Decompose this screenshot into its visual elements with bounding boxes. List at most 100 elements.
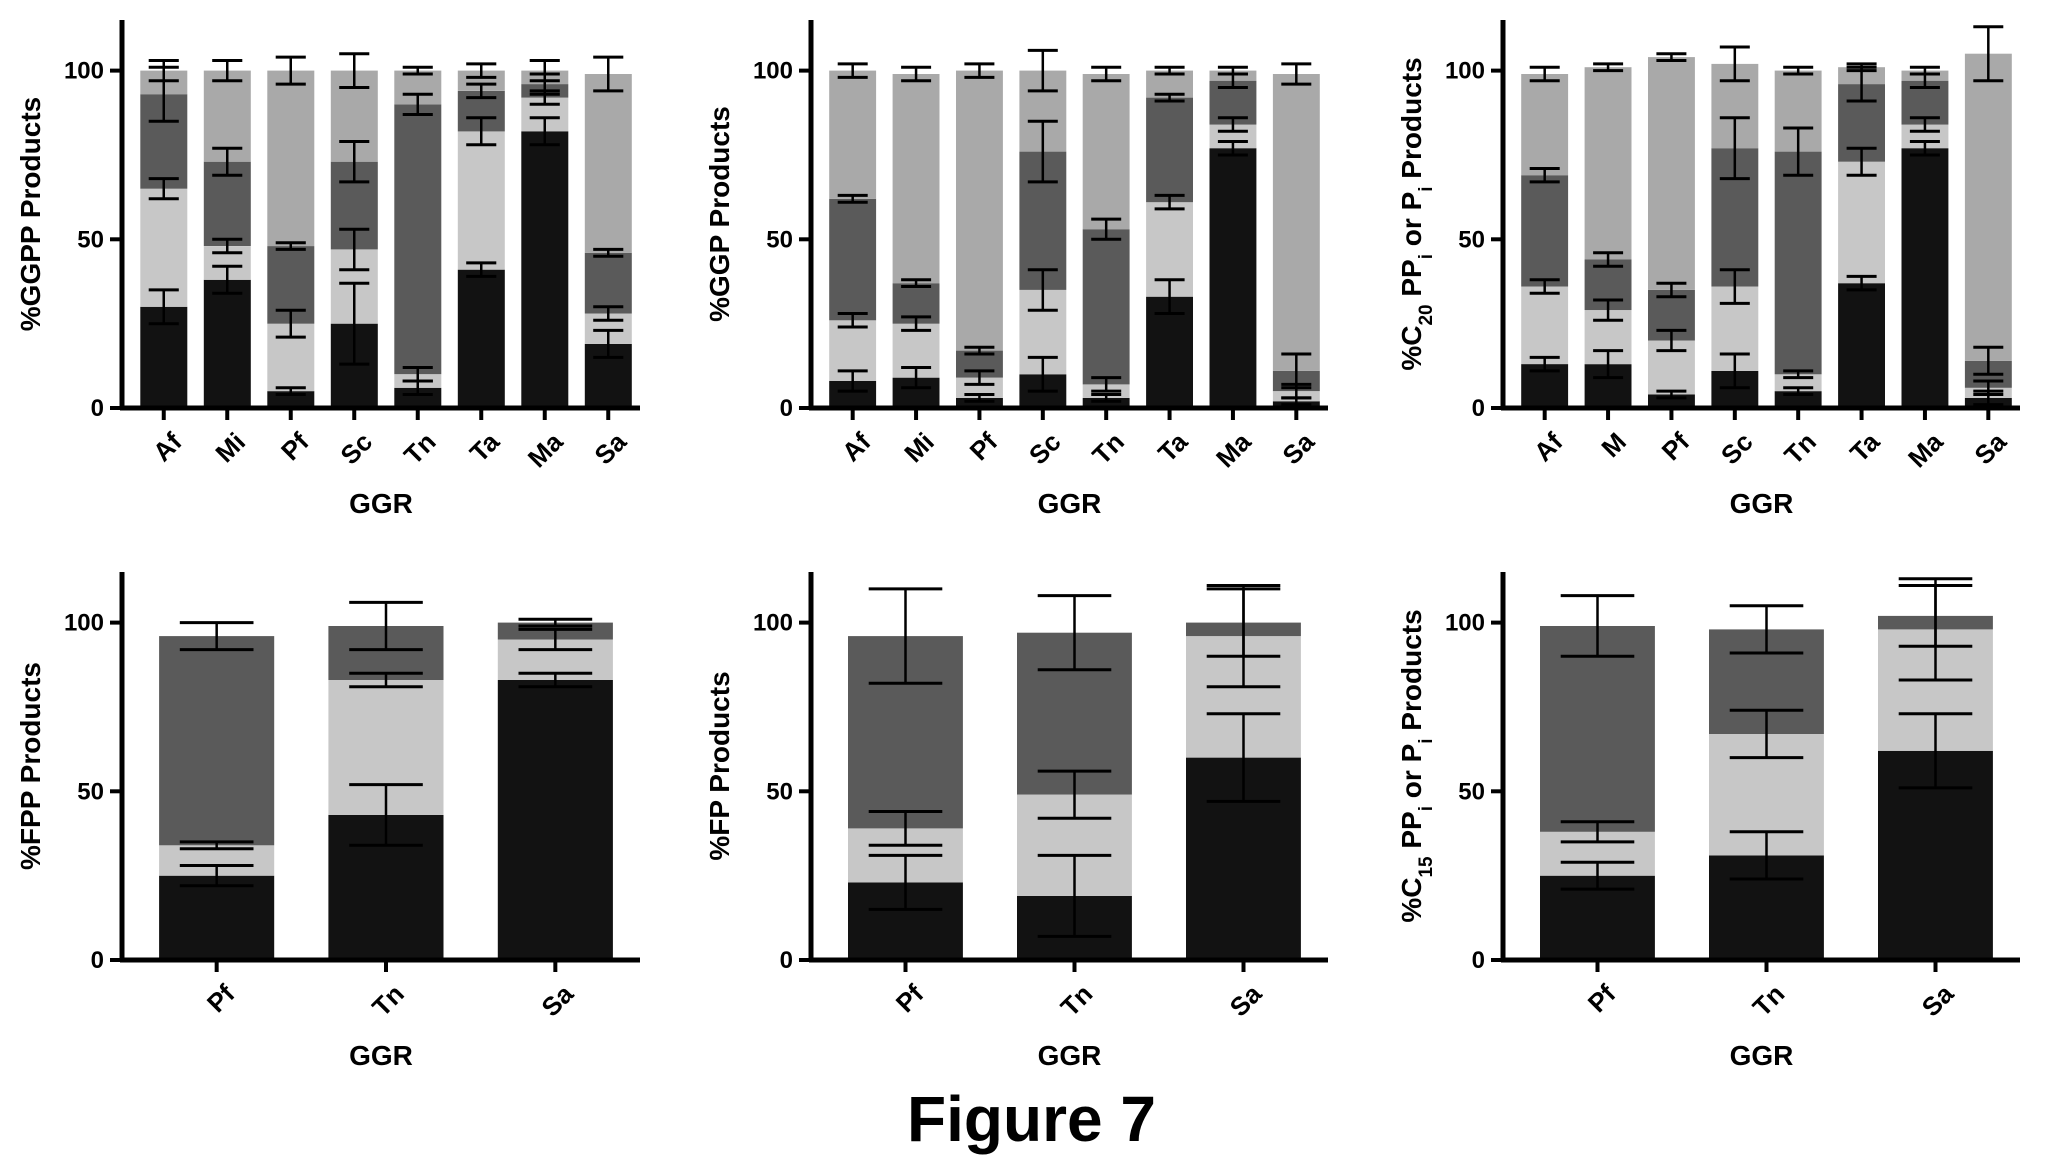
chart-panel-1: 0 50 100 Af Mi Pf Sc Tn Ta Ma Sa GGR %GGPP Products (15, 20, 640, 519)
x-tick-label: Sc (1023, 427, 1067, 471)
y-tick-label: 50 (766, 778, 793, 805)
chart-panel-4: 0 50 100 Pf Tn Sa GGR %FPP Products (15, 572, 640, 1071)
bar-segment (140, 188, 188, 307)
x-axis-title: GGR (1038, 488, 1102, 519)
bar-segment (457, 70, 505, 91)
bar-segment (1082, 397, 1130, 408)
chart-panel-6: 0 50 100 Pf Tn Sa GGR %C15 PPi or Pi Products (1396, 572, 2020, 1071)
bar-segment (394, 104, 442, 375)
x-axis-title: GGR (1730, 1040, 1794, 1071)
x-tick-label: Sa (1276, 426, 1320, 470)
y-axis-title: %FP Products (704, 671, 735, 860)
x-tick-label: Tn (1778, 427, 1822, 471)
chart-panel-2: 0 50 100 Af Mi Pf Sc Tn Ta Ma Sa GGR %GGP Products (704, 20, 1328, 519)
bar-segment (203, 279, 251, 408)
x-tick-label: Pf (1656, 426, 1696, 466)
bar-segment (1209, 148, 1257, 408)
y-tick-label: 0 (91, 947, 104, 974)
x-tick-label: Ta (1152, 426, 1194, 468)
x-tick-label: Sa (588, 426, 632, 470)
bar-segment (1540, 626, 1655, 832)
x-tick-label: Tn (1086, 427, 1130, 471)
bar-segment (1521, 175, 1569, 287)
x-tick-label: Tn (398, 427, 442, 471)
bar-segment (1584, 67, 1632, 260)
x-tick-label: M (1595, 427, 1632, 464)
bar-segment (1272, 74, 1320, 371)
bar-segment (159, 636, 275, 846)
bar-segment (267, 70, 315, 246)
bar-segment (159, 875, 275, 960)
x-axis-title: GGR (1038, 1040, 1102, 1071)
chart-panel-3: 0 50 100 Af M Pf Sc Tn Ta Ma Sa GGR %C20 PPi or Pi P… (1396, 20, 2020, 519)
x-tick-label: Ma (522, 426, 569, 473)
x-tick-label: Sa (1968, 426, 2012, 470)
y-tick-label: 0 (91, 395, 104, 422)
bar-segment (457, 131, 505, 270)
y-tick-label: 0 (780, 395, 793, 422)
bar-segment (956, 70, 1003, 351)
x-tick-label: Pf (890, 978, 930, 1018)
y-tick-label: 100 (1445, 58, 1485, 85)
x-tick-label: Ma (1902, 426, 1949, 473)
bar-segment (1082, 229, 1130, 385)
bar-segment (956, 397, 1003, 408)
x-tick-label: Af (147, 426, 188, 467)
y-tick-label: 0 (1472, 947, 1485, 974)
bar-segment (497, 680, 613, 960)
bar-segment (1521, 286, 1569, 365)
x-axis-title: GGR (1730, 488, 1794, 519)
x-tick-label: Mi (898, 427, 940, 469)
x-tick-label: Af (1528, 426, 1569, 467)
bar-segment (457, 269, 505, 408)
x-tick-label: Pf (964, 426, 1004, 466)
bar-segment (1774, 151, 1822, 375)
x-tick-label: Pf (201, 978, 241, 1018)
bar-segment (1146, 296, 1193, 408)
bar-segment (1838, 283, 1885, 408)
y-axis-title: %FPP Products (15, 662, 46, 870)
x-tick-label: Af (836, 426, 877, 467)
bar-segment (1838, 161, 1885, 284)
bar-segment (892, 74, 940, 284)
x-axis-title: GGR (349, 1040, 413, 1071)
bar-segment (1964, 53, 2012, 361)
y-tick-label: 0 (1472, 395, 1485, 422)
bar-segment (394, 387, 442, 408)
x-tick-label: Sa (1916, 978, 1960, 1022)
x-tick-label: Sc (1715, 427, 1759, 471)
x-tick-label: Ta (464, 426, 506, 468)
y-axis-title: %GGP Products (704, 106, 735, 322)
bar-segment (829, 70, 877, 199)
chart-panel-5: 0 50 100 Pf Tn Sa GGR %FP Products (704, 572, 1328, 1071)
bar-segment (1082, 74, 1130, 230)
bar-segment (1521, 74, 1569, 176)
x-tick-label: Sa (1224, 978, 1268, 1022)
y-axis-title: %GGPP Products (15, 97, 46, 331)
y-tick-label: 0 (780, 947, 793, 974)
bar-segment (203, 70, 251, 162)
x-tick-label: Pf (1582, 978, 1622, 1018)
x-tick-label: Sa (535, 978, 579, 1022)
y-tick-label: 50 (1458, 778, 1485, 805)
bar-segment (521, 131, 569, 409)
y-tick-label: 100 (64, 58, 104, 85)
y-tick-label: 100 (64, 610, 104, 637)
y-tick-label: 50 (77, 778, 104, 805)
bar-segment (584, 252, 632, 314)
y-tick-label: 100 (753, 610, 793, 637)
y-tick-label: 50 (1458, 226, 1485, 253)
y-tick-label: 100 (753, 58, 793, 85)
y-tick-label: 100 (1445, 610, 1485, 637)
y-axis-title: %C20 PPi or Pi Products (1396, 57, 1437, 370)
x-tick-label: Tn (366, 979, 410, 1023)
bar-segment (956, 377, 1003, 398)
y-tick-label: 50 (766, 226, 793, 253)
bar-segment (1648, 57, 1695, 290)
y-tick-label: 50 (77, 226, 104, 253)
bar-segment (1901, 148, 1949, 408)
x-tick-label: Ta (1844, 426, 1886, 468)
x-axis-title: GGR (349, 488, 413, 519)
bar-segment (1146, 97, 1193, 203)
